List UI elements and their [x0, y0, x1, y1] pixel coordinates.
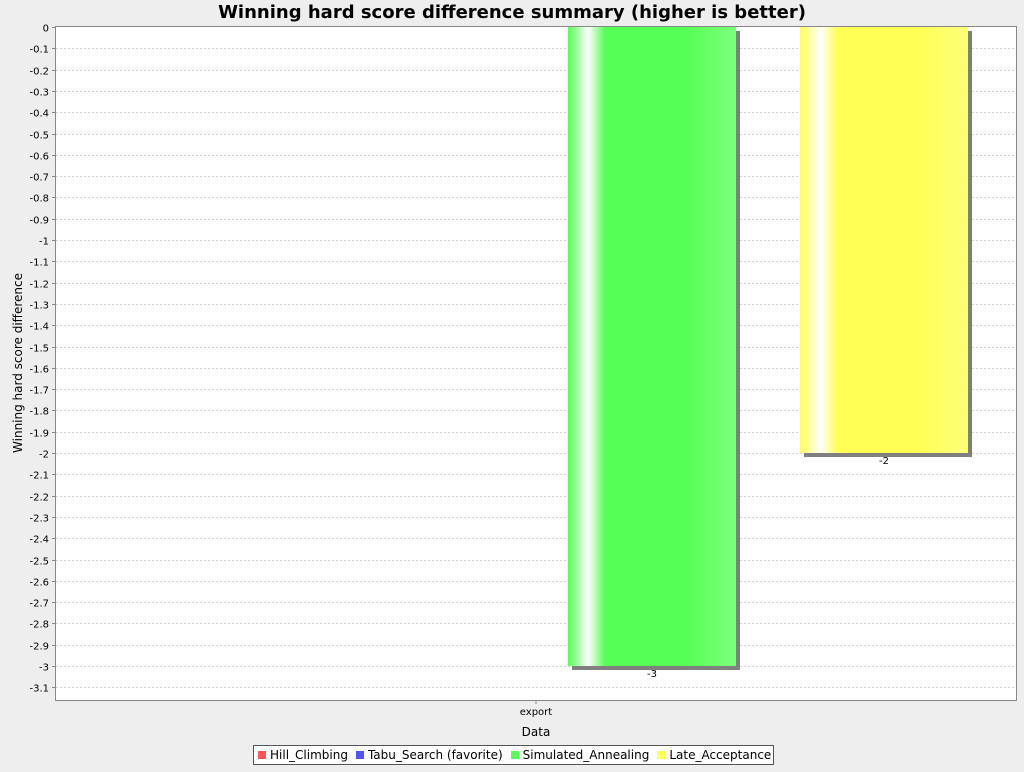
y-tick-label: -2.6: [29, 578, 49, 589]
y-tick-label: -0.9: [29, 216, 49, 227]
legend-swatch: [657, 751, 666, 759]
y-tick-label: -0.3: [29, 88, 49, 99]
y-tick-label: -2.9: [29, 642, 49, 653]
y-tick-label: -3.1: [29, 684, 49, 695]
y-tick-label: -3: [39, 663, 49, 674]
y-tick-label: -2.8: [29, 620, 49, 631]
y-tick-label: -1.6: [29, 365, 49, 376]
y-tick-label: -0.1: [29, 45, 49, 56]
y-tick-label: -0.6: [29, 152, 49, 163]
x-axis-label: Data: [522, 725, 551, 739]
bar-simulated-annealing: [568, 27, 736, 666]
y-tick-label: 0: [43, 24, 49, 35]
bar-value-label: -3: [647, 669, 657, 680]
y-tick-label: -1.5: [29, 344, 49, 355]
legend-item-late-acceptance: Late_Acceptance: [655, 748, 771, 762]
y-tick-label: -1.9: [29, 429, 49, 440]
y-tick-label: -2.4: [29, 535, 49, 546]
legend-label: Late_Acceptance: [669, 748, 772, 762]
legend-swatch: [258, 751, 266, 759]
legend-swatch: [510, 751, 519, 759]
bars: [568, 27, 972, 670]
y-tick-label: -1.8: [29, 407, 49, 418]
y-axis-label: Winning hard score difference: [11, 273, 25, 453]
legend-swatch: [355, 751, 364, 759]
y-tick-label: -0.2: [29, 67, 49, 78]
legend-item-tabu-search: Tabu_Search (favorite): [354, 748, 503, 762]
bar-value-label: -2: [879, 456, 889, 467]
legend-label: Hill_Climbing: [270, 748, 348, 762]
y-tick-label: -0.4: [29, 109, 49, 120]
y-axis-ticks: 0 -0.1 -0.2 -0.3 -0.4 -0.5 -0.6 -0.7 -0.8 -0.9 -1 -…: [29, 24, 537, 704]
y-tick-label: -1.7: [29, 386, 49, 397]
y-tick-label: -1.2: [29, 280, 49, 291]
legend: Hill_Climbing Tabu_Search (favorite) Sim…: [253, 745, 775, 765]
y-tick-label: -1: [39, 237, 49, 248]
legend-item-hill-climbing: Hill_Climbing: [256, 748, 348, 762]
y-tick-label: -1.3: [29, 301, 49, 312]
y-tick-label: -1.4: [29, 322, 49, 333]
chart-title: Winning hard score difference summary (h…: [218, 2, 806, 23]
bar-late-acceptance: [800, 27, 968, 453]
legend-label: Simulated_Annealing: [522, 748, 650, 762]
y-tick-label: -2.5: [29, 557, 49, 568]
y-tick-label: -2: [39, 450, 49, 461]
y-tick-label: -1.1: [29, 258, 49, 269]
y-tick-label: -0.8: [29, 194, 49, 205]
y-tick-label: -2.2: [29, 493, 49, 504]
y-tick-label: -0.7: [29, 173, 49, 184]
x-tick-label: export: [520, 707, 552, 718]
y-tick-label: -2.3: [29, 514, 49, 525]
y-tick-label: -2.7: [29, 599, 49, 610]
legend-label: Tabu_Search (favorite): [367, 748, 503, 762]
bar-labels: -3 -2: [647, 456, 889, 680]
y-tick-label: -0.5: [29, 131, 49, 142]
y-tick-label: -2.1: [29, 471, 49, 482]
legend-item-simulated-annealing: Simulated_Annealing: [509, 748, 650, 762]
